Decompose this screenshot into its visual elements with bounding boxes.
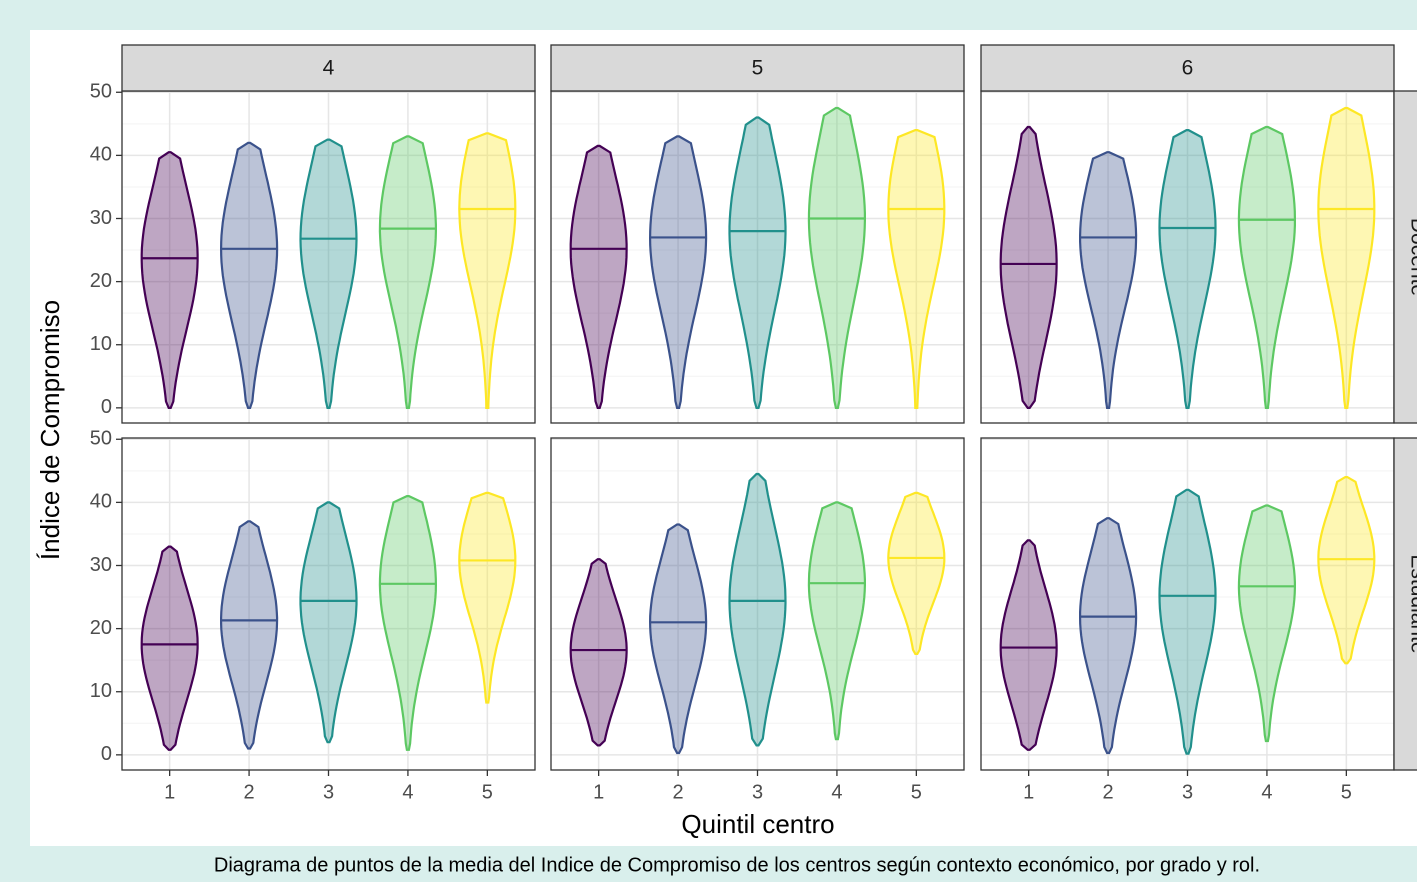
violin: [807, 106, 866, 409]
violin: [1317, 476, 1376, 665]
strip: [1393, 90, 1417, 424]
violin: [999, 125, 1058, 409]
violin: [887, 129, 946, 409]
x-tick-label: 5: [482, 781, 493, 803]
violin: [458, 132, 517, 409]
strip: [980, 44, 1395, 92]
x-tick-label: 1: [593, 781, 604, 803]
x-tick-label: 3: [1182, 781, 1193, 803]
x-tick-label: 1: [1023, 781, 1034, 803]
violin: [1079, 151, 1138, 409]
strip: [121, 44, 536, 92]
violin: [648, 523, 708, 755]
x-tick-label: 4: [402, 781, 413, 803]
y-tick-label: 0: [101, 396, 112, 418]
y-tick-label: 0: [101, 743, 112, 765]
violin: [807, 501, 866, 741]
y-tick-label: 20: [90, 270, 112, 292]
violin: [1158, 488, 1217, 755]
x-tick-label: 2: [244, 781, 255, 803]
violin: [728, 116, 787, 409]
violin: [219, 141, 279, 409]
violin: [648, 135, 708, 409]
violin: [569, 558, 628, 747]
violin: [378, 135, 437, 409]
y-tick-label: 10: [90, 680, 112, 702]
strip-label: 6: [1182, 57, 1194, 80]
strip-label: 5: [752, 57, 764, 80]
violin: [220, 520, 279, 750]
x-tick-label: 4: [831, 781, 842, 803]
x-tick-label: 3: [323, 781, 334, 803]
violin: [299, 138, 358, 409]
x-tick-label: 5: [1341, 781, 1352, 803]
violin: [1317, 106, 1376, 409]
strip-label: Estudiante: [1406, 554, 1417, 653]
violin: [140, 545, 199, 751]
x-tick-label: 2: [1103, 781, 1114, 803]
x-tick-label: 2: [673, 781, 684, 803]
caption: Diagrama de puntos de la media del Indic…: [214, 854, 1260, 876]
x-tick-label: 4: [1261, 781, 1272, 803]
strip-label: Docente: [1406, 218, 1417, 296]
violin: [569, 144, 628, 409]
x-tick-label: 3: [752, 781, 763, 803]
y-tick-label: 30: [90, 207, 112, 229]
violin: [1237, 125, 1296, 409]
y-tick-label: 50: [90, 428, 112, 450]
violin: [1237, 504, 1296, 743]
violin: [999, 539, 1058, 751]
violin: [140, 151, 199, 409]
strip: [550, 44, 965, 92]
x-tick-label: 5: [911, 781, 922, 803]
violin: [378, 495, 438, 751]
violin: [728, 472, 787, 747]
y-axis-title: Índice de Compromiso: [35, 300, 65, 560]
y-tick-label: 50: [90, 81, 112, 103]
violin: [299, 501, 358, 744]
violin: [1158, 129, 1217, 409]
violin: [887, 491, 946, 655]
y-tick-label: 40: [90, 144, 112, 166]
strip: [1393, 437, 1417, 771]
violin: [458, 491, 517, 704]
y-tick-label: 40: [90, 491, 112, 513]
y-tick-label: 20: [90, 617, 112, 639]
y-tick-label: 30: [90, 554, 112, 576]
x-axis-title: Quintil centro: [681, 809, 834, 839]
y-tick-label: 10: [90, 333, 112, 355]
x-tick-label: 1: [164, 781, 175, 803]
strip-label: 4: [323, 57, 335, 80]
violin: [1079, 517, 1138, 755]
